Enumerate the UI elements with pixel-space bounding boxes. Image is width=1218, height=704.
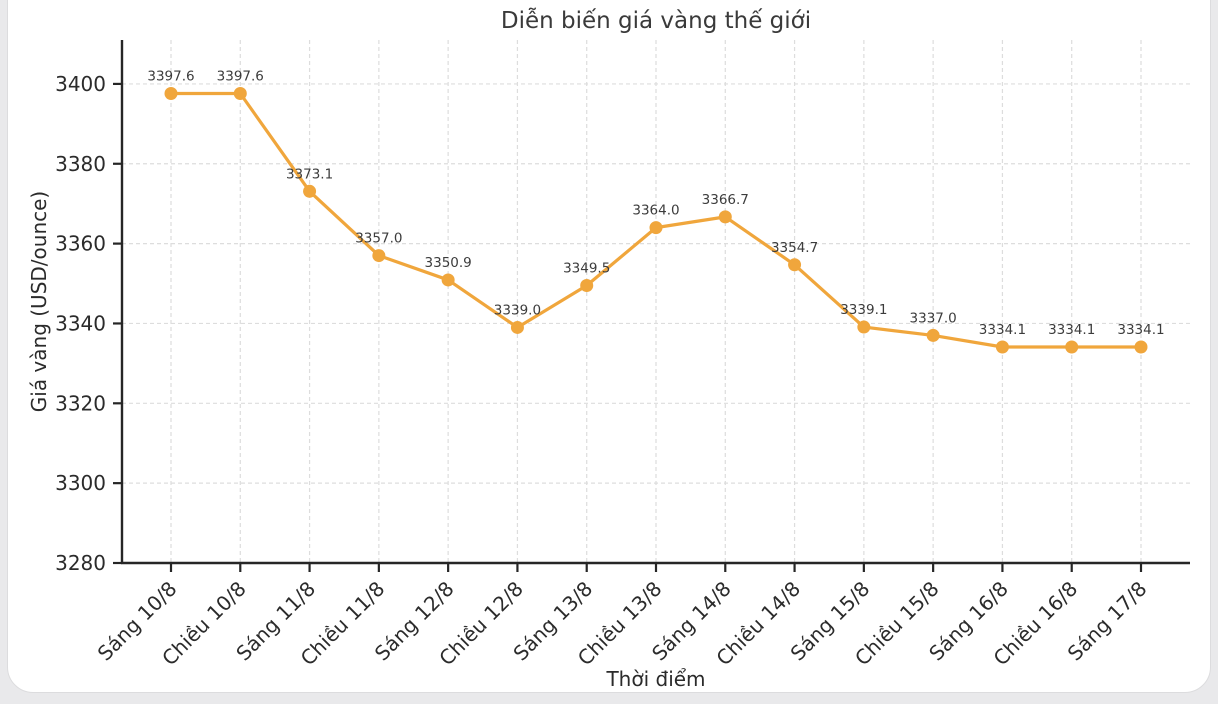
data-point-marker [857,320,871,334]
data-point-label: 3349.5 [563,261,610,277]
data-point-label: 3357.0 [355,231,402,247]
data-point-marker [649,221,663,235]
data-point-marker [441,273,455,287]
data-point-marker [718,210,732,224]
data-point-label: 3397.6 [217,68,264,84]
data-point-label: 3334.1 [979,322,1026,338]
data-point-label: 3364.0 [632,203,679,219]
y-tick-label: 3400 [55,72,106,96]
y-tick-label: 3320 [55,391,106,415]
data-point-label: 3366.7 [702,192,749,208]
data-point-marker [510,320,524,334]
data-point-label: 3334.1 [1117,322,1164,338]
data-point-marker [1134,340,1148,354]
data-point-label: 3334.1 [1048,322,1095,338]
data-point-marker [372,249,386,263]
y-tick-label: 3280 [55,551,106,575]
y-tick-label: 3300 [55,471,106,495]
data-point-marker [788,258,802,272]
data-point-label: 3339.1 [840,302,887,318]
data-point-marker [1065,340,1079,354]
data-point-label: 3373.1 [286,166,333,182]
y-tick-label: 3360 [55,232,106,256]
y-tick-label: 3340 [55,311,106,335]
data-point-label: 3397.6 [147,68,194,84]
data-point-marker [995,340,1009,354]
data-point-marker [233,86,247,100]
y-tick-label: 3380 [55,152,106,176]
data-point-label: 3354.7 [771,240,818,256]
data-point-marker [303,184,317,198]
data-point-label: 3350.9 [425,255,472,271]
chart-title: Diễn biến giá vàng thế giới [501,6,811,34]
data-point-label: 3339.0 [494,302,541,318]
data-point-marker [164,86,178,100]
data-point-label: 3337.0 [910,310,957,326]
data-point-marker [580,279,594,293]
y-axis-label: Giá vàng (USD/ounce) [27,191,51,412]
data-point-marker [926,328,940,342]
x-axis-label: Thời điểm [605,667,705,691]
